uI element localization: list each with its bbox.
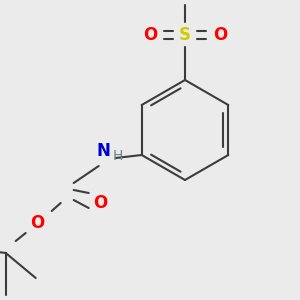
- Text: O: O: [94, 194, 108, 212]
- Text: H: H: [112, 149, 123, 163]
- Text: S: S: [179, 26, 191, 44]
- Text: O: O: [213, 26, 227, 44]
- Text: O: O: [143, 26, 157, 44]
- Text: N: N: [97, 142, 111, 160]
- Text: O: O: [31, 214, 45, 232]
